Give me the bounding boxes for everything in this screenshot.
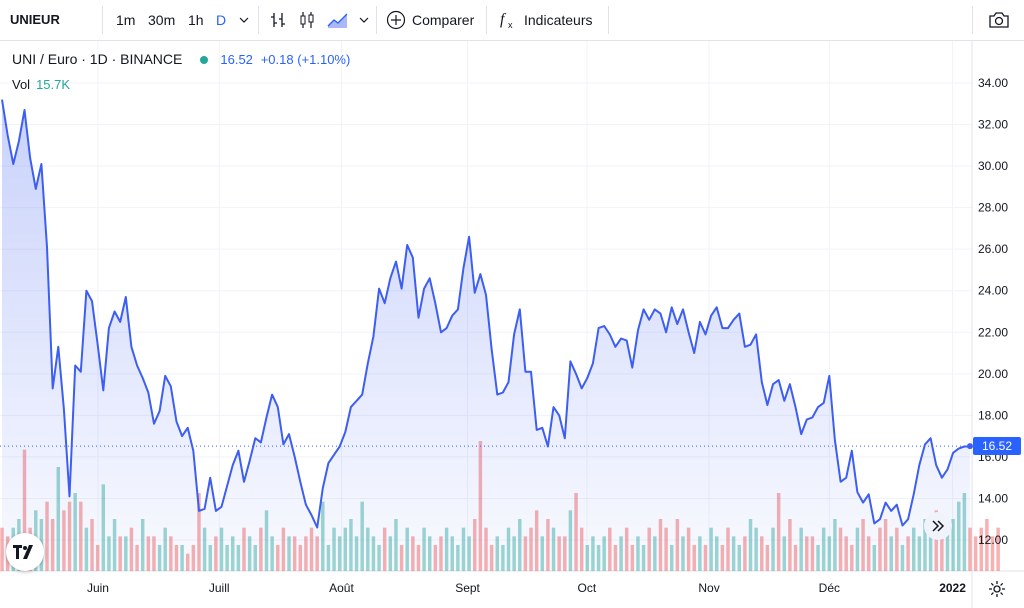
volume-value: 15.7K xyxy=(36,77,71,92)
area-chart-icon[interactable] xyxy=(324,0,352,40)
gear-settings-icon[interactable] xyxy=(986,578,1008,600)
time-tick-label: Juin xyxy=(87,581,109,595)
candles-chart-icon[interactable] xyxy=(295,0,319,40)
chart-type-dropdown-chevron-icon[interactable] xyxy=(356,0,372,40)
last-price-tag: 16.52 xyxy=(973,437,1021,456)
time-tick-label: Sept xyxy=(455,581,480,595)
interval-30m-button[interactable]: 30m xyxy=(148,12,176,28)
time-tick-label: Août xyxy=(329,581,354,595)
scroll-to-realtime-icon[interactable] xyxy=(924,512,952,540)
camera-screenshot-icon[interactable] xyxy=(986,0,1012,40)
legend-change: +0.18 (+1.10%) xyxy=(260,52,351,67)
price-tick-label: 20.00 xyxy=(978,367,1008,381)
price-tick-label: 30.00 xyxy=(978,159,1008,173)
plus-circle-icon[interactable] xyxy=(385,0,407,40)
compare-button[interactable]: Comparer xyxy=(412,12,475,28)
price-area xyxy=(0,99,973,571)
price-axis: 34.00 32.00 30.00 28.00 26.00 24.00 22.00 20.00… xyxy=(978,76,1008,547)
interval-dropdown-chevron-icon[interactable] xyxy=(236,0,252,40)
toolbar-divider xyxy=(376,6,377,34)
toolbar-divider xyxy=(972,6,973,34)
toolbar-divider xyxy=(102,6,103,34)
interval-1m-button[interactable]: 1m xyxy=(116,12,136,28)
price-area-fill xyxy=(2,99,970,571)
volume-bar xyxy=(985,519,989,571)
market-status-dot-icon xyxy=(200,55,209,64)
svg-text:f: f xyxy=(500,11,507,28)
volume-legend: Vol 15.7K xyxy=(12,77,70,92)
volume-bar xyxy=(996,527,1000,571)
time-tick-label: Juill xyxy=(209,581,230,595)
price-tick-label: 32.00 xyxy=(978,118,1008,132)
price-chart[interactable]: 34.00 32.00 30.00 28.00 26.00 24.00 22.00 20.00… xyxy=(0,41,1024,608)
toolbar-divider xyxy=(486,6,487,34)
bars-chart-icon[interactable] xyxy=(266,0,290,40)
volume-bar xyxy=(990,536,995,571)
time-axis: Juin Juill Août Sept Oct Nov Déc 2022 xyxy=(87,581,966,595)
chart-legend: UNI / Euro · 1D · BINANCE 16.52 +0.18 (+1… xyxy=(12,51,350,67)
toolbar-divider xyxy=(608,6,609,34)
svg-text:x: x xyxy=(508,20,513,30)
indicators-button[interactable]: Indicateurs xyxy=(524,12,593,28)
price-line xyxy=(1,99,970,529)
price-tick-label: 14.00 xyxy=(978,491,1008,505)
interval-1h-button[interactable]: 1h xyxy=(188,12,204,28)
volume-label: Vol xyxy=(12,77,31,92)
price-tick-label: 26.00 xyxy=(978,242,1008,256)
price-tick-label: 18.00 xyxy=(978,408,1008,422)
volume-bar xyxy=(973,536,978,571)
price-tick-label: 24.00 xyxy=(978,284,1008,298)
toolbar-divider xyxy=(258,6,259,34)
volume-bar xyxy=(979,527,983,571)
price-tick-label: 34.00 xyxy=(978,76,1008,90)
legend-symbol-title: UNI / Euro · 1D · BINANCE xyxy=(12,51,183,67)
time-tick-label: Oct xyxy=(578,581,597,595)
legend-last-price: 16.52 xyxy=(220,52,253,67)
time-tick-label: Déc xyxy=(819,581,840,595)
price-tick-label: 28.00 xyxy=(978,201,1008,215)
interval-d-button[interactable]: D xyxy=(216,12,227,28)
price-tick-label: 12.00 xyxy=(978,533,1008,547)
time-tick-label: Nov xyxy=(698,581,719,595)
time-tick-label: 2022 xyxy=(939,581,966,595)
last-price-dot xyxy=(967,443,973,450)
price-tick-label: 22.00 xyxy=(978,325,1008,339)
tradingview-logo-icon[interactable] xyxy=(6,533,44,571)
symbol-search-button[interactable]: UNIEUR xyxy=(10,12,60,27)
